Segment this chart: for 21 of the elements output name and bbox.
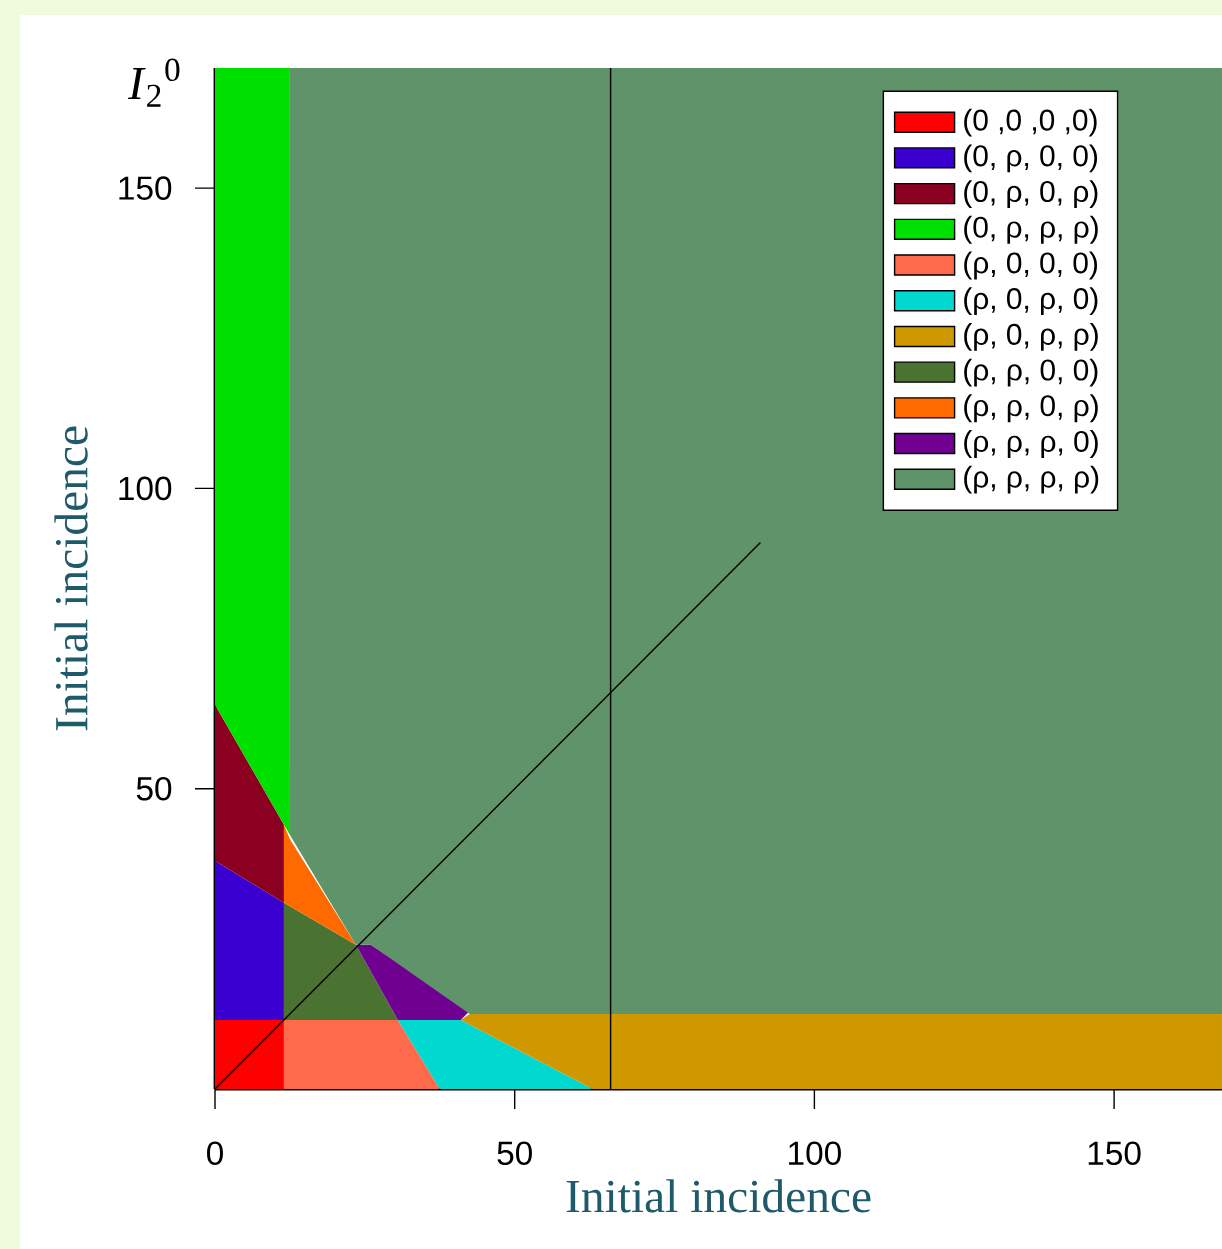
legend-label: (ρ, 0, ρ, 0) <box>964 287 1098 316</box>
x-tick-label: 0 <box>207 1141 223 1166</box>
legend-label: (ρ, 0, 0, 0) <box>964 251 1098 280</box>
legend-label: (ρ, ρ, ρ, 0) <box>964 430 1098 458</box>
y-tick-label: 150 <box>119 176 172 200</box>
x-axis-title: Initial incidence <box>566 1179 871 1213</box>
legend-label: (0 ,0 ,0 ,0) <box>964 108 1097 137</box>
series-label: (ρ, ρ, ρ, ρ) <box>964 465 1099 494</box>
legend-label: (ρ, ρ, 0, 0) <box>964 358 1098 387</box>
legend-label: (0, ρ, 0, 0) <box>964 144 1098 173</box>
legend-label: (ρ, 0, ρ, ρ) <box>964 322 1098 351</box>
y-tick-label: 50 <box>136 776 172 801</box>
text: I$_{2}$0 <box>127 58 180 107</box>
x-tick-label: 150 <box>1088 1141 1141 1166</box>
x-tick-label: 50 <box>497 1141 532 1166</box>
y-tick-label: 100 <box>119 476 172 501</box>
x-tick-label: 100 <box>789 1141 841 1166</box>
legend-label: (ρ, ρ, 0, ρ) <box>964 394 1098 423</box>
legend-label: (0, ρ, ρ, ρ) <box>964 215 1098 244</box>
y-axis-title: Initial incidence <box>54 426 88 731</box>
legend-label: (0, ρ, 0, ρ) <box>964 180 1098 208</box>
